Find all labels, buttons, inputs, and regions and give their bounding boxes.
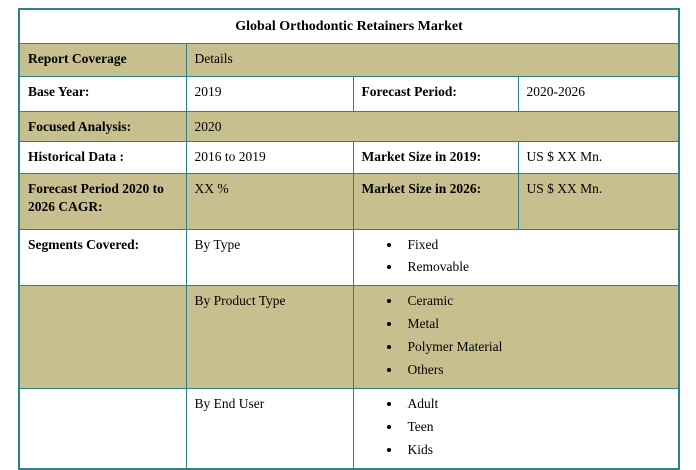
segments-by-end-user-row: By End User Adult Teen Kids (18, 387, 680, 470)
focused-analysis-label: Focused Analysis: (18, 110, 187, 142)
base-year-row: Base Year: 2019 Forecast Period: 2020-20… (18, 75, 680, 112)
list-item: Ceramic (402, 292, 671, 311)
forecast-period-value: 2020-2026 (517, 75, 680, 112)
forecast-cagr-value: XX % (185, 172, 354, 230)
list-item: Fixed (402, 236, 671, 255)
list-item: Polymer Material (402, 338, 671, 357)
focused-analysis-row: Focused Analysis: 2020 (18, 110, 680, 142)
segment-items-by-end-user: Adult Teen Kids (352, 387, 680, 470)
market-size-2026-label: Market Size in 2026: (352, 172, 519, 230)
report-coverage-label: Report Coverage (18, 42, 187, 77)
report-coverage-value: Details (185, 42, 680, 77)
base-year-value: 2019 (185, 75, 354, 112)
market-report-table: Global Orthodontic Retainers Market Repo… (18, 8, 681, 470)
list-item: Others (402, 361, 671, 380)
forecast-cagr-label: Forecast Period 2020 to 2026 CAGR: (18, 172, 187, 230)
segment-items-by-product-type: Ceramic Metal Polymer Material Others (352, 285, 680, 389)
table-title: Global Orthodontic Retainers Market (18, 8, 680, 44)
focused-analysis-value: 2020 (185, 110, 680, 142)
bullet-list-by-product-type: Ceramic Metal Polymer Material Others (362, 292, 671, 380)
segment-items-by-type: Fixed Removable (352, 228, 680, 287)
market-size-2026-value: US $ XX Mn. (517, 172, 680, 230)
bullet-list-by-type: Fixed Removable (362, 236, 671, 278)
report-coverage-row: Report Coverage Details (18, 42, 680, 77)
forecast-cagr-row: Forecast Period 2020 to 2026 CAGR: XX % … (18, 172, 680, 230)
historical-data-label: Historical Data : (18, 140, 187, 174)
historical-data-row: Historical Data : 2016 to 2019 Market Si… (18, 140, 680, 174)
segments-covered-empty-cell (18, 285, 187, 389)
segments-by-type-row: Segments Covered: By Type Fixed Removabl… (18, 228, 680, 287)
bullet-list-by-end-user: Adult Teen Kids (362, 395, 671, 460)
segments-by-product-type-row: By Product Type Ceramic Metal Polymer Ma… (18, 285, 680, 389)
market-size-2019-value: US $ XX Mn. (517, 140, 680, 174)
segment-group-by-type: By Type (185, 228, 354, 287)
list-item: Removable (402, 258, 671, 277)
list-item: Kids (402, 441, 671, 460)
segment-group-by-end-user: By End User (185, 387, 354, 470)
forecast-period-label: Forecast Period: (352, 75, 519, 112)
base-year-label: Base Year: (18, 75, 187, 112)
list-item: Adult (402, 395, 671, 414)
segments-covered-label: Segments Covered: (18, 228, 187, 287)
segment-group-by-product-type: By Product Type (185, 285, 354, 389)
segments-covered-empty-cell (18, 387, 187, 470)
historical-data-value: 2016 to 2019 (185, 140, 354, 174)
market-size-2019-label: Market Size in 2019: (352, 140, 519, 174)
list-item: Metal (402, 315, 671, 334)
title-row: Global Orthodontic Retainers Market (18, 8, 680, 44)
list-item: Teen (402, 418, 671, 437)
